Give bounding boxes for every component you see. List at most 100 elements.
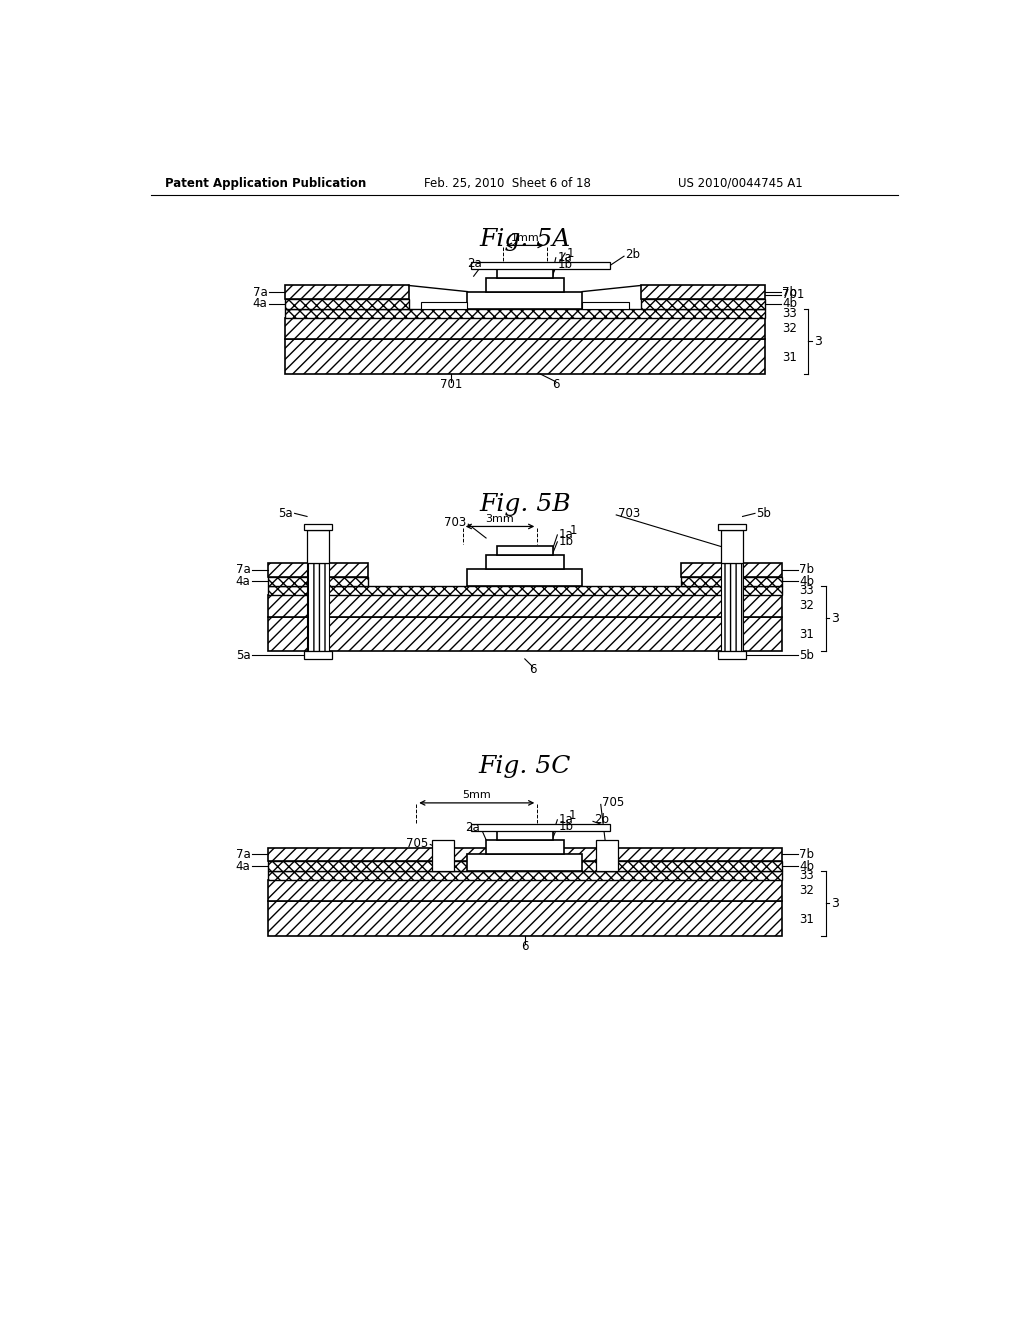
Bar <box>497 268 553 277</box>
Bar <box>721 531 742 562</box>
Text: 33: 33 <box>799 869 814 882</box>
Bar <box>267 577 369 586</box>
Bar <box>486 554 563 569</box>
Text: 701: 701 <box>440 379 463 391</box>
Text: 3: 3 <box>830 612 839 624</box>
Text: 7a: 7a <box>236 564 251 576</box>
Bar <box>304 651 332 659</box>
Bar <box>267 562 369 577</box>
Text: 32: 32 <box>782 322 797 335</box>
Text: 32: 32 <box>799 884 814 898</box>
Text: 31: 31 <box>782 351 797 363</box>
Text: 4b: 4b <box>782 297 797 310</box>
Bar <box>432 840 454 871</box>
Bar <box>267 586 782 595</box>
Text: 3: 3 <box>830 896 839 909</box>
Bar <box>285 309 765 318</box>
Bar <box>721 562 742 651</box>
Text: US 2010/0044745 A1: US 2010/0044745 A1 <box>678 177 803 190</box>
Text: 703: 703 <box>617 507 640 520</box>
Text: Fig. 5A: Fig. 5A <box>479 228 570 251</box>
Text: 7b: 7b <box>799 564 814 576</box>
Text: 3mm: 3mm <box>485 513 514 524</box>
Bar <box>467 292 583 309</box>
Bar <box>596 840 617 871</box>
Text: 7b: 7b <box>782 286 797 298</box>
Bar <box>718 651 745 659</box>
Bar <box>267 902 782 936</box>
Bar <box>267 871 782 880</box>
Text: 5b: 5b <box>799 648 814 661</box>
Bar <box>285 339 765 374</box>
Text: Patent Application Publication: Patent Application Publication <box>165 177 367 190</box>
Text: 31: 31 <box>799 628 814 640</box>
Bar <box>285 318 765 339</box>
Text: 2a: 2a <box>467 257 481 271</box>
Text: Fig. 5B: Fig. 5B <box>479 494 570 516</box>
Text: 5b: 5b <box>757 507 771 520</box>
Text: 1: 1 <box>569 524 578 537</box>
Bar <box>467 569 583 586</box>
Text: 1mm: 1mm <box>510 232 540 243</box>
Bar <box>486 840 563 854</box>
Bar <box>267 847 782 862</box>
Bar <box>681 562 782 577</box>
Text: 7a: 7a <box>253 286 267 298</box>
Bar <box>497 830 553 840</box>
Text: 4a: 4a <box>236 859 251 873</box>
Bar <box>307 562 329 651</box>
Bar <box>641 285 765 300</box>
Bar <box>471 263 610 268</box>
Bar <box>421 302 467 309</box>
Text: 5mm: 5mm <box>463 791 492 800</box>
Text: 5a: 5a <box>236 648 251 661</box>
Text: 705: 705 <box>407 837 429 850</box>
Bar <box>285 285 409 300</box>
Bar <box>467 854 583 871</box>
Text: 2a: 2a <box>465 821 480 834</box>
Bar <box>641 300 765 309</box>
Text: 6: 6 <box>528 663 537 676</box>
Text: 705: 705 <box>602 796 625 809</box>
Bar <box>267 880 782 902</box>
Text: 3: 3 <box>814 335 821 347</box>
Bar <box>285 300 409 309</box>
Text: 1a: 1a <box>559 528 573 541</box>
Text: 1a: 1a <box>557 251 572 264</box>
Text: 32: 32 <box>799 599 814 612</box>
Bar <box>497 545 553 554</box>
Bar <box>307 531 329 562</box>
Text: 5a: 5a <box>279 507 293 520</box>
Bar <box>267 862 782 871</box>
Text: 1a: 1a <box>559 813 573 826</box>
Text: 1: 1 <box>568 809 575 822</box>
Text: 33: 33 <box>782 306 797 319</box>
Bar <box>681 577 782 586</box>
Text: Fig. 5C: Fig. 5C <box>478 755 571 779</box>
Bar <box>583 302 629 309</box>
Text: 7b: 7b <box>799 847 814 861</box>
Bar <box>267 616 782 651</box>
Text: 4b: 4b <box>799 574 814 587</box>
Text: 1b: 1b <box>559 820 573 833</box>
Text: 7a: 7a <box>236 847 251 861</box>
Bar <box>267 595 782 616</box>
Text: 31: 31 <box>799 912 814 925</box>
Text: 2b: 2b <box>626 248 641 261</box>
Text: 33: 33 <box>799 583 814 597</box>
Text: Feb. 25, 2010  Sheet 6 of 18: Feb. 25, 2010 Sheet 6 of 18 <box>424 177 591 190</box>
Text: 703: 703 <box>444 516 467 529</box>
Text: 4b: 4b <box>799 859 814 873</box>
Text: 1: 1 <box>566 247 574 260</box>
Bar <box>718 524 745 531</box>
Bar <box>471 825 610 830</box>
Text: 6: 6 <box>552 379 559 391</box>
Text: 701: 701 <box>782 288 805 301</box>
Text: 1b: 1b <box>559 536 573 548</box>
Bar <box>304 524 332 531</box>
Text: 1b: 1b <box>557 259 572 271</box>
Text: 6: 6 <box>521 940 528 953</box>
Bar <box>486 277 563 292</box>
Text: 4a: 4a <box>253 297 267 310</box>
Text: 4a: 4a <box>236 574 251 587</box>
